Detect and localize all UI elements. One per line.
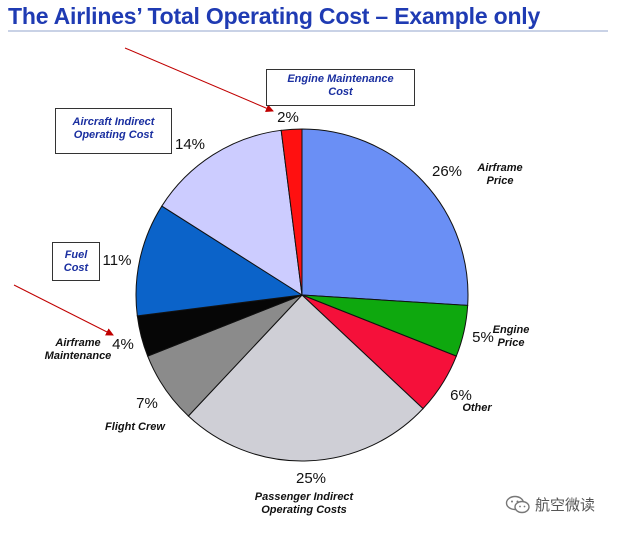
watermark: 航空微读 [505,494,595,515]
wechat-icon [505,495,530,513]
pct-label-engine-maintenance-cost: 2% [277,109,299,126]
pie-slice-engine-maintenance-cost [280,128,303,296]
engine-maintenance-callout: Engine Maintenance Cost [266,69,415,106]
title-underline [8,30,608,32]
category-label-airframe-maintenance: Airframe Maintenance [45,337,112,362]
category-label-airframe-price: Airframe Price [476,162,522,187]
aircraft-indirect-callout: Aircraft Indirect Operating Cost [55,108,172,154]
engine-maintenance-arrow [124,47,274,112]
pct-label-other: 6% [450,387,472,404]
pct-label-passenger-indirect-operating-costs: 25% [296,470,326,487]
fuel-cost-callout-line2: Cost [63,262,89,274]
aircraft-indirect-callout-line2: Operating Cost [73,129,154,141]
fuel-cost-callout: Fuel Cost [52,242,100,281]
category-label-flight-crew: Flight Crew [105,421,166,433]
engine-maintenance-callout-line2: Cost [328,86,353,98]
category-label-other: Other [462,402,492,414]
pct-label-fuel-cost: 11% [103,252,132,269]
watermark-text: 航空微读 [535,496,596,514]
pie-slice-aircraft-indirect-operating-cost [161,129,303,296]
pct-label-airframe-maintenance: 4% [112,336,134,353]
engine-maintenance-callout-line1: Engine Maintenance [287,73,394,85]
pie-slice-passenger-indirect-operating-costs [187,294,424,462]
pie-slice-airframe-price [301,128,469,306]
pct-label-aircraft-indirect-operating-cost: 14% [175,136,205,153]
aircraft-indirect-callout-line1: Aircraft Indirect [72,116,155,128]
category-label-passenger-indirect-operating-costs: Passenger Indirect Operating Costs [255,491,355,516]
pie-slices [135,128,469,462]
pie-labels: 26% Airframe Price 5%Engine Price 6%Other 25% P… [45,109,530,516]
fuel-cost-callout-line1: Fuel [64,249,88,261]
pct-label-flight-crew: 7% [136,395,158,412]
airframe-maintenance-arrow [13,284,114,336]
category-label-engine-price: Engine Price [493,324,530,349]
chart-title: The Airlines’ Total Operating Cost – Exa… [8,3,541,29]
pct-label-engine-price: 5% [472,329,494,346]
pie-slice-fuel-cost [135,205,304,317]
pct-label-airframe-price: 26% [432,163,462,180]
